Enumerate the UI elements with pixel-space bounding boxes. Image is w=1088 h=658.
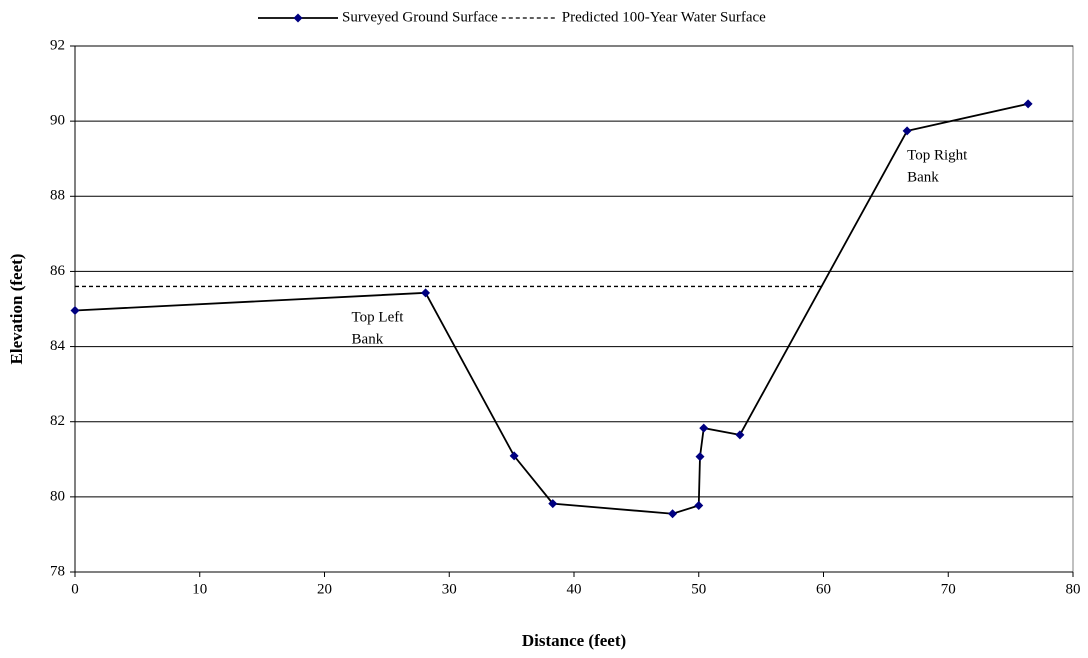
y-tick-label: 86 bbox=[50, 263, 66, 279]
data-point bbox=[735, 430, 745, 440]
data-point bbox=[421, 288, 431, 298]
data-point bbox=[902, 126, 912, 136]
x-tick-label: 50 bbox=[691, 581, 706, 597]
data-point bbox=[509, 451, 519, 461]
y-axis-title: Elevation (feet) bbox=[7, 254, 26, 365]
data-point bbox=[699, 423, 709, 433]
y-tick-label: 80 bbox=[50, 488, 65, 504]
data-point bbox=[694, 500, 704, 510]
data-point bbox=[1023, 99, 1033, 109]
x-tick-label: 70 bbox=[941, 581, 956, 597]
y-tick-label: 82 bbox=[50, 413, 65, 429]
annotation: Top Left bbox=[352, 309, 405, 325]
plot-area bbox=[74, 45, 1074, 573]
annotation: Bank bbox=[352, 331, 384, 347]
x-tick-label: 0 bbox=[71, 581, 79, 597]
data-point bbox=[548, 499, 558, 509]
y-tick-label: 88 bbox=[50, 188, 65, 204]
data-point bbox=[695, 452, 705, 462]
data-point bbox=[668, 509, 678, 519]
y-tick-label: 92 bbox=[50, 37, 65, 53]
annotation: Bank bbox=[907, 169, 939, 185]
annotation: Top Right bbox=[907, 147, 968, 163]
x-tick-label: 20 bbox=[317, 581, 332, 597]
x-tick-label: 10 bbox=[192, 581, 207, 597]
x-tick-label: 30 bbox=[442, 581, 457, 597]
x-tick-label: 80 bbox=[1066, 581, 1081, 597]
x-tick-label: 60 bbox=[816, 581, 831, 597]
y-tick-label: 84 bbox=[50, 338, 66, 354]
legend-label: Predicted 100-Year Water Surface bbox=[562, 9, 766, 25]
x-tick-label: 40 bbox=[567, 581, 582, 597]
series-line bbox=[74, 102, 1029, 515]
legend-marker bbox=[293, 13, 303, 23]
x-axis-title: Distance (feet) bbox=[522, 631, 626, 650]
legend-label: Surveyed Ground Surface bbox=[342, 9, 498, 25]
data-point bbox=[70, 306, 80, 316]
y-tick-label: 78 bbox=[50, 563, 65, 579]
y-tick-label: 90 bbox=[50, 113, 65, 129]
